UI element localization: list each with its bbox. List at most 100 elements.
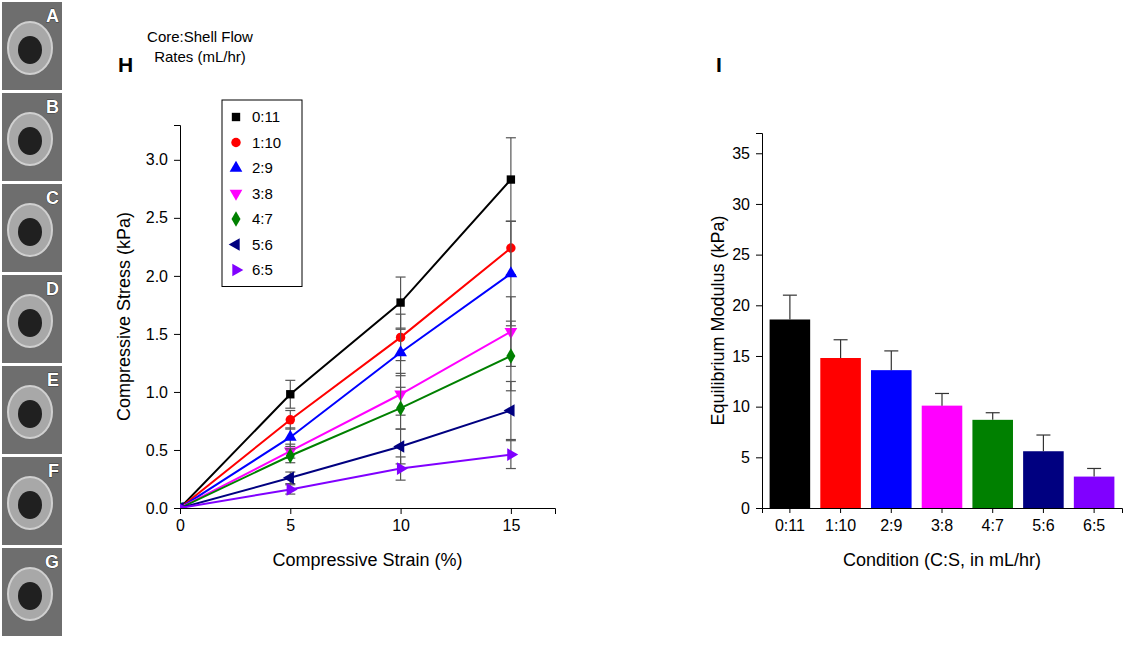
tick-label: 10 [732, 398, 750, 415]
tick: 5:6 [1032, 508, 1054, 534]
tick-label: 35 [732, 145, 750, 162]
panel-letter: A [46, 6, 59, 26]
legend-marker [232, 113, 240, 121]
tick-mark [789, 508, 790, 513]
error-bar [285, 449, 295, 463]
marker [397, 462, 408, 475]
error-cap [783, 295, 797, 296]
y-axis: 0.00.51.01.52.02.53.0 [146, 126, 181, 517]
tick: 15 [502, 508, 520, 534]
legend-title: Core:Shell FlowRates (mL/hr) [147, 28, 253, 65]
error-cap [1087, 468, 1101, 469]
tick-mark [756, 305, 762, 306]
axis-line [174, 126, 181, 509]
error-cap [506, 468, 516, 469]
tube-lumen [18, 127, 42, 155]
tick-mark [756, 255, 762, 256]
error-bar [506, 138, 516, 222]
tick-label: 6:5 [1083, 517, 1105, 534]
tick-label: 10 [392, 517, 410, 534]
error-cap [396, 480, 406, 481]
y-axis-title: Equilibrium Modulus (kPa) [708, 215, 728, 425]
tube-wall [8, 113, 52, 165]
bar [871, 370, 912, 508]
tick-mark [511, 508, 512, 514]
tick-mark [756, 153, 762, 154]
tick-label: 1.5 [146, 326, 168, 343]
tick: 20 [732, 297, 762, 314]
image-background [2, 184, 62, 272]
error-bar [935, 393, 949, 405]
tick-label: 1:10 [825, 517, 856, 534]
tick: 6:5 [1083, 508, 1105, 534]
series-line [180, 332, 511, 508]
marker [393, 440, 404, 453]
tick-label: 0:11 [775, 517, 805, 534]
tick: 1.0 [146, 384, 180, 401]
image-background [2, 457, 62, 545]
tick-mark [401, 508, 402, 514]
tick-mark [174, 160, 180, 161]
series-line [180, 356, 511, 508]
axis-line [181, 509, 556, 515]
legend-label: 3:8 [252, 185, 273, 202]
tick-label: 15 [732, 348, 750, 365]
tick: 10 [392, 508, 410, 534]
image-background [2, 548, 62, 636]
y-axis-title: Compressive Stress (kPa) [114, 212, 134, 421]
error-cap [396, 314, 406, 315]
panel-letter: G [45, 552, 59, 572]
error-stem [941, 393, 942, 405]
tube-lumen [18, 309, 42, 337]
error-bar [285, 380, 295, 408]
tick: 0 [741, 500, 762, 517]
error-cap [506, 221, 516, 222]
image-panel: G [2, 548, 62, 636]
series-line [180, 274, 511, 508]
tube-lumen [18, 218, 42, 246]
tick: 2.0 [146, 267, 180, 284]
marker [396, 400, 405, 416]
error-cap [285, 427, 295, 428]
error-bar [396, 387, 406, 429]
error-cap [506, 439, 516, 440]
x-axis: 051015 [176, 508, 555, 534]
chart-h: 0510150.00.51.01.52.02.53.00:111:102:93:… [114, 28, 556, 570]
panel-letter: I [716, 53, 722, 76]
x-axis-title: Compressive Strain (%) [272, 550, 462, 570]
tick-mark [756, 204, 762, 205]
tick-mark [174, 276, 180, 277]
error-cap [285, 410, 295, 411]
image-background [2, 2, 62, 90]
image-panel: A [2, 2, 62, 90]
error-bar [506, 321, 516, 391]
image-panel: D [2, 275, 62, 363]
legend-label: 2:9 [252, 159, 273, 176]
tick-label: 2.0 [146, 267, 168, 284]
series-line [180, 455, 511, 508]
error-stem [840, 340, 841, 358]
tube-lumen [18, 36, 42, 64]
panel-letter: C [46, 188, 59, 208]
tick-label: 0.5 [146, 442, 168, 459]
tick: 1.5 [146, 326, 180, 343]
error-cap [396, 329, 406, 330]
tick-mark [174, 218, 180, 219]
error-stem [891, 351, 892, 370]
error-cap [884, 350, 898, 351]
marker [394, 345, 407, 356]
bar [770, 319, 811, 508]
tick-mark [1043, 508, 1044, 513]
tick-label: 15 [502, 517, 520, 534]
legend-marker [231, 138, 240, 147]
legend-marker [229, 238, 240, 251]
tick: 4:7 [982, 508, 1004, 534]
marker [396, 298, 404, 306]
tick: 3.0 [146, 151, 180, 168]
plot-area [770, 295, 1115, 508]
x-axis: 0:111:102:93:84:75:66:5 [763, 508, 1123, 534]
error-bar [783, 295, 797, 319]
marker [180, 502, 187, 508]
tube-wall [8, 295, 52, 347]
image-column: ABCDEFG [2, 2, 62, 636]
